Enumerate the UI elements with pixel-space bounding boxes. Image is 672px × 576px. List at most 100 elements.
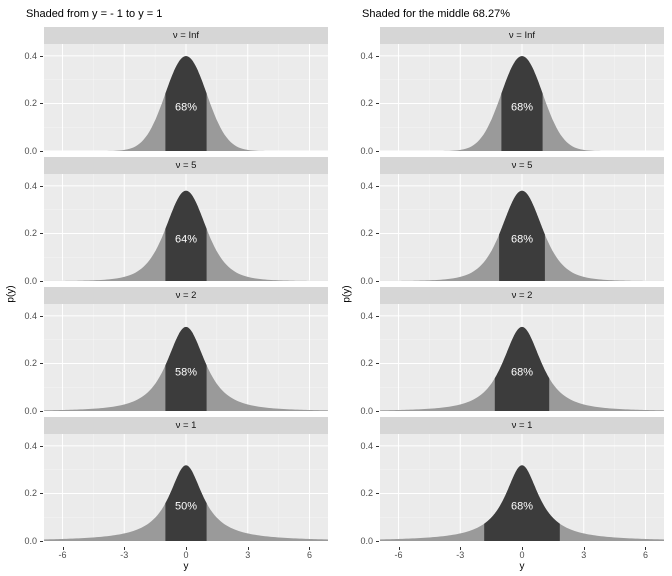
density-curve-svg: 68% xyxy=(380,434,664,541)
panel-shaded-fixed-range: Shaded from y = - 1 to y = 1 p(y) ν = In… xyxy=(0,7,336,576)
density-plot: 68% xyxy=(380,304,664,411)
y-axis-ticks: 0.4 0.2 0.0 xyxy=(354,434,380,546)
shade-percentage-label: 68% xyxy=(175,101,197,113)
ytick-spacer xyxy=(18,287,44,304)
facet-main: 0.4 0.2 0.0 68% xyxy=(18,44,328,156)
y-tick-label: 0.4 xyxy=(360,310,373,321)
shade-percentage-label: 68% xyxy=(511,234,533,246)
y-tick-label: 0.4 xyxy=(24,440,37,451)
y-axis-ticks: 0.4 0.2 0.0 xyxy=(354,304,380,416)
ytick-spacer xyxy=(18,417,44,434)
shade-percentage-label: 58% xyxy=(175,366,197,378)
x-axis-area: -6 -3 0 3 6 xyxy=(44,547,328,561)
y-tick-mark xyxy=(376,541,379,542)
y-axis-ticks: 0.4 0.2 0.0 xyxy=(354,174,380,286)
shade-percentage-label: 64% xyxy=(175,234,197,246)
x-tick-mark xyxy=(398,547,400,550)
facet-strip: ν = 2 xyxy=(380,287,664,304)
x-axis-title: y xyxy=(519,561,525,572)
y-tick-mark xyxy=(376,493,379,495)
y-tick-mark xyxy=(376,363,379,365)
density-plot: 58% xyxy=(44,304,328,411)
y-tick-mark xyxy=(40,55,43,57)
y-tick-mark xyxy=(376,315,379,317)
density-curve-svg: 64% xyxy=(44,174,328,281)
facet: ν = 1 0.4 0.2 0.0 50% xyxy=(18,417,328,546)
facet-strip: ν = Inf xyxy=(380,27,664,44)
ytick-spacer xyxy=(354,157,380,174)
y-tick-label: 0.4 xyxy=(360,440,373,451)
x-tick-mark xyxy=(247,547,249,550)
facet-main: 0.4 0.2 0.0 58% xyxy=(18,304,328,416)
y-tick-label: 0.0 xyxy=(24,146,37,156)
density-plot: 50% xyxy=(44,434,328,541)
y-tick-mark xyxy=(40,103,43,105)
facet-header-row: ν = 2 xyxy=(18,287,328,304)
facet-header-row: ν = 5 xyxy=(354,157,664,174)
y-tick-label: 0.4 xyxy=(24,50,37,61)
facet-strip-label: ν = 5 xyxy=(175,160,197,171)
shade-percentage-label: 68% xyxy=(511,500,533,512)
facet-strip-label: ν = 2 xyxy=(175,290,197,301)
facet: ν = Inf 0.4 0.2 0.0 68% xyxy=(354,27,664,156)
y-tick-label: 0.0 xyxy=(24,536,37,546)
ytick-spacer xyxy=(18,27,44,44)
density-plot: 64% xyxy=(44,174,328,281)
y-tick-mark xyxy=(40,315,43,317)
ytick-spacer xyxy=(354,287,380,304)
x-tick-label: -6 xyxy=(58,550,67,560)
y-axis-ticks: 0.4 0.2 0.0 xyxy=(354,44,380,156)
x-tick-mark xyxy=(309,547,311,550)
facet-main: 0.4 0.2 0.0 68% xyxy=(354,174,664,286)
facet-strip-label: ν = Inf xyxy=(172,30,200,41)
facet-main: 0.4 0.2 0.0 50% xyxy=(18,434,328,546)
y-tick-mark xyxy=(376,55,379,57)
x-tick-label: 6 xyxy=(642,550,648,560)
y-tick-label: 0.4 xyxy=(360,50,373,61)
y-axis-ticks: 0.4 0.2 0.0 xyxy=(18,304,44,416)
shaded-area xyxy=(165,465,207,541)
y-tick-mark xyxy=(40,281,43,282)
y-tick-mark xyxy=(376,103,379,105)
y-tick-label: 0.4 xyxy=(24,310,37,321)
shaded-area xyxy=(165,56,207,151)
ytick-spacer xyxy=(18,157,44,174)
facet-header-row: ν = 5 xyxy=(18,157,328,174)
y-axis-ticks: 0.4 0.2 0.0 xyxy=(18,434,44,546)
y-tick-label: 0.2 xyxy=(24,98,37,109)
x-axis-title-lead xyxy=(4,561,44,575)
shade-percentage-label: 68% xyxy=(511,366,533,378)
density-plot: 68% xyxy=(380,434,664,541)
x-tick-mark xyxy=(460,547,462,550)
x-axis-title-row: y xyxy=(340,561,664,575)
panel-title: Shaded for the middle 68.27% xyxy=(362,8,510,20)
density-curve-svg: 68% xyxy=(380,174,664,281)
y-tick-label: 0.2 xyxy=(360,98,373,109)
y-tick-mark xyxy=(40,445,43,447)
facet-main: 0.4 0.2 0.0 64% xyxy=(18,174,328,286)
x-axis-area: -6 -3 0 3 6 xyxy=(380,547,664,561)
ytick-spacer xyxy=(354,547,380,561)
y-tick-label: 0.2 xyxy=(360,228,373,239)
facet-strip: ν = 2 xyxy=(44,287,328,304)
y-tick-mark xyxy=(376,445,379,447)
shaded-area xyxy=(494,326,550,411)
x-tick-mark xyxy=(522,547,523,550)
y-tick-mark xyxy=(376,411,379,412)
facet-strip: ν = 1 xyxy=(380,417,664,434)
facet-strip: ν = 5 xyxy=(380,157,664,174)
shade-percentage-label: 50% xyxy=(175,500,197,512)
panel-body: p(y) ν = Inf 0.4 0.2 0.0 68% ν = 5 0.4 0.2 0.0 68… xyxy=(340,27,664,561)
density-curve-svg: 68% xyxy=(44,44,328,151)
density-plot: 68% xyxy=(380,44,664,151)
x-tick-mark xyxy=(583,547,585,550)
facet: ν = Inf 0.4 0.2 0.0 68% xyxy=(18,27,328,156)
facet-strip-label: ν = 2 xyxy=(511,290,533,301)
x-tick-mark xyxy=(124,547,126,550)
panel-body: p(y) ν = Inf 0.4 0.2 0.0 68% ν = 5 0.4 0.2 0.0 64… xyxy=(4,27,328,561)
facet-strip: ν = 5 xyxy=(44,157,328,174)
y-tick-label: 0.0 xyxy=(360,536,373,546)
y-tick-label: 0.2 xyxy=(360,488,373,499)
shaded-area xyxy=(165,326,207,411)
